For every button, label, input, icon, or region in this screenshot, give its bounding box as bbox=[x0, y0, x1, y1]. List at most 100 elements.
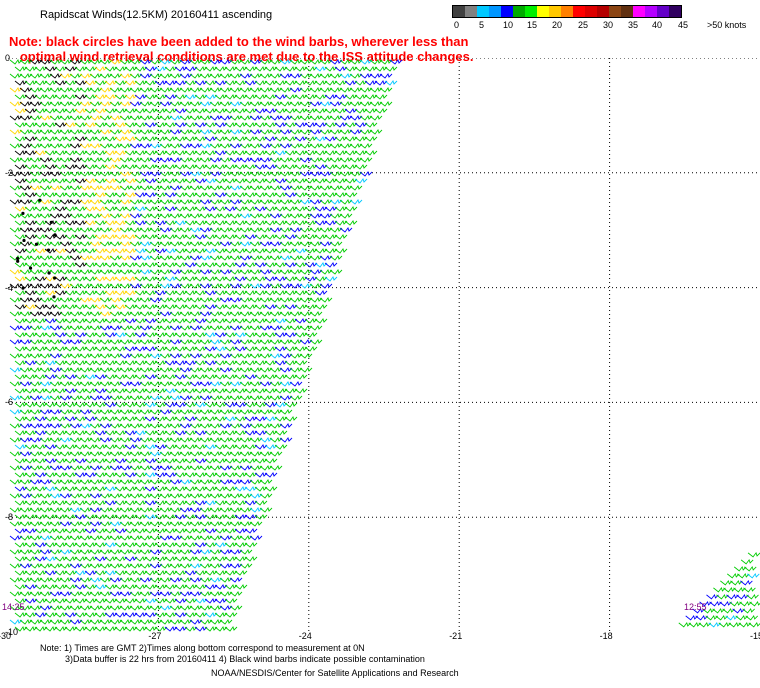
wind-barb bbox=[189, 493, 203, 499]
wind-barb bbox=[204, 374, 218, 380]
wind-barb bbox=[119, 367, 133, 373]
wind-barb bbox=[219, 423, 233, 429]
wind-barb bbox=[269, 213, 283, 219]
wind-barb bbox=[139, 213, 153, 219]
wind-barb bbox=[159, 465, 173, 471]
wind-barb bbox=[89, 549, 103, 555]
wind-barb bbox=[9, 115, 23, 121]
wind-barb bbox=[129, 479, 143, 485]
wind-barb bbox=[144, 360, 158, 366]
wind-barb bbox=[204, 206, 218, 212]
wind-barb bbox=[169, 87, 183, 93]
wind-barb bbox=[184, 234, 198, 240]
wind-barb bbox=[64, 374, 78, 380]
wind-barb bbox=[169, 353, 183, 359]
wind-barb bbox=[169, 451, 183, 457]
wind-barb bbox=[139, 437, 153, 443]
wind-barb bbox=[179, 255, 193, 261]
wind-barb bbox=[94, 304, 108, 310]
wind-barb bbox=[149, 171, 163, 177]
wind-barb bbox=[204, 598, 218, 604]
wind-barb bbox=[134, 178, 148, 184]
wind-barb bbox=[209, 423, 223, 429]
wind-barb bbox=[54, 332, 68, 338]
wind-barb bbox=[309, 87, 323, 93]
wind-barb bbox=[9, 507, 23, 513]
wind-barb bbox=[244, 472, 258, 478]
wind-barb bbox=[189, 437, 203, 443]
wind-barb bbox=[169, 269, 183, 275]
wind-barb bbox=[244, 374, 258, 380]
wind-barb bbox=[84, 108, 98, 114]
wind-barb bbox=[154, 318, 168, 324]
wind-barb bbox=[294, 248, 308, 254]
wind-barb bbox=[94, 178, 108, 184]
wind-barb bbox=[49, 339, 63, 345]
wind-barb bbox=[249, 339, 263, 345]
wind-barb bbox=[104, 374, 118, 380]
wind-barb bbox=[259, 283, 273, 289]
wind-barb bbox=[239, 143, 253, 149]
wind-barb bbox=[9, 199, 23, 205]
wind-barb bbox=[379, 101, 393, 107]
wind-barb bbox=[229, 465, 243, 471]
wind-barb bbox=[9, 157, 23, 163]
wind-barb bbox=[29, 185, 43, 191]
wind-barb bbox=[49, 619, 63, 625]
wind-barb bbox=[64, 626, 78, 632]
wind-barb bbox=[64, 66, 78, 72]
wind-barb bbox=[209, 171, 223, 177]
wind-barb bbox=[324, 66, 338, 72]
wind-barb bbox=[64, 598, 78, 604]
wind-barb bbox=[24, 122, 38, 128]
wind-barb bbox=[264, 276, 278, 282]
wind-barb bbox=[184, 66, 198, 72]
wind-barb bbox=[54, 542, 68, 548]
wind-barb bbox=[249, 465, 263, 471]
wind-barb bbox=[304, 304, 318, 310]
wind-barb bbox=[314, 290, 328, 296]
wind-barb bbox=[264, 332, 278, 338]
wind-barb bbox=[349, 101, 363, 107]
wind-barb bbox=[14, 276, 28, 282]
wind-barb bbox=[94, 220, 108, 226]
wind-barb bbox=[134, 136, 148, 142]
wind-barb bbox=[44, 360, 58, 366]
wind-barb bbox=[239, 339, 253, 345]
wind-barb bbox=[129, 171, 143, 177]
wind-barb bbox=[304, 122, 318, 128]
wind-barb bbox=[249, 73, 263, 79]
wind-barb bbox=[244, 178, 258, 184]
wind-barb bbox=[64, 220, 78, 226]
contamination-circle bbox=[46, 248, 51, 252]
wind-barb bbox=[224, 416, 238, 422]
wind-barb bbox=[39, 521, 53, 527]
wind-barb bbox=[14, 570, 28, 576]
wind-barb bbox=[79, 367, 93, 373]
wind-barb bbox=[209, 185, 223, 191]
wind-barb bbox=[249, 423, 263, 429]
wind-barb bbox=[324, 150, 338, 156]
wind-barb bbox=[289, 227, 303, 233]
wind-barb bbox=[169, 339, 183, 345]
wind-barb bbox=[269, 297, 283, 303]
wind-barb bbox=[254, 136, 268, 142]
wind-barb bbox=[189, 311, 203, 317]
wind-barb bbox=[204, 528, 218, 534]
wind-barb bbox=[154, 304, 168, 310]
wind-barb bbox=[114, 234, 128, 240]
wind-barb bbox=[124, 164, 138, 170]
wind-barb bbox=[354, 136, 368, 142]
wind-barb bbox=[344, 94, 358, 100]
wind-barb bbox=[54, 346, 68, 352]
wind-barb bbox=[249, 199, 263, 205]
wind-barb bbox=[114, 332, 128, 338]
wind-barb bbox=[24, 528, 38, 534]
wind-barb bbox=[309, 129, 323, 135]
wind-barb bbox=[374, 108, 388, 114]
wind-barb bbox=[204, 444, 218, 450]
wind-barb bbox=[24, 136, 38, 142]
wind-barb bbox=[19, 143, 33, 149]
wind-barb bbox=[9, 619, 23, 625]
wind-barb bbox=[59, 549, 73, 555]
